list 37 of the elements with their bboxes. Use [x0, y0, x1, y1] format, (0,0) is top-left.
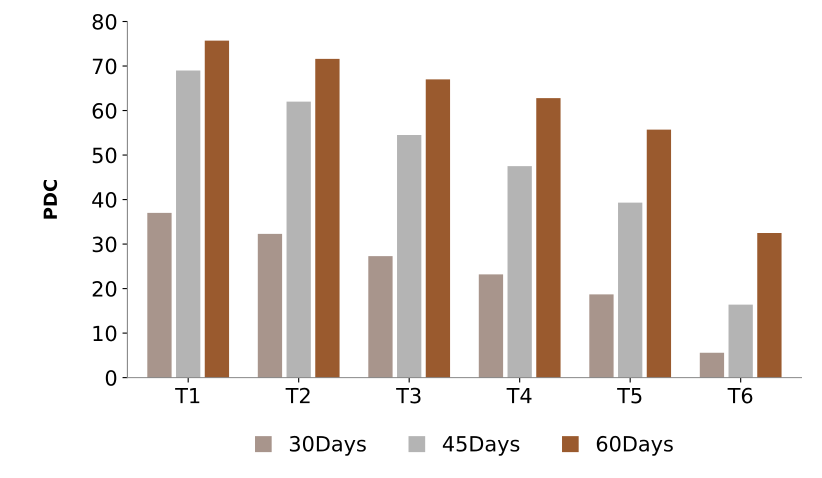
bar — [315, 58, 340, 378]
bar — [536, 98, 561, 378]
bar — [204, 40, 230, 378]
x-tick-label: T6 — [728, 388, 752, 404]
bar — [618, 202, 642, 378]
y-tick-label: 70 — [92, 58, 116, 74]
bar — [368, 256, 393, 378]
bar — [147, 212, 172, 378]
bar — [757, 232, 782, 378]
legend-label: 45Days — [442, 436, 520, 456]
x-tick-label: T3 — [396, 388, 420, 404]
bar — [589, 294, 614, 378]
y-tick-label: 60 — [92, 102, 116, 119]
bar — [728, 304, 753, 378]
x-tick-label: T5 — [617, 388, 642, 404]
y-tick-label: 20 — [92, 281, 116, 297]
legend-label: 60Days — [596, 436, 673, 456]
y-tick-label: 50 — [92, 148, 116, 164]
x-tick-label: T4 — [506, 388, 532, 404]
y-axis-title: PDC — [43, 180, 58, 219]
y-tick-label: 30 — [92, 236, 116, 252]
y-tick-label: 10 — [93, 326, 116, 342]
bar — [508, 166, 532, 378]
bar — [176, 70, 200, 378]
bar — [478, 274, 504, 378]
legend-label: 30Days — [290, 436, 366, 456]
bar — [397, 135, 422, 378]
y-tick-label: 80 — [92, 14, 116, 30]
bar — [700, 352, 724, 378]
bar — [646, 130, 672, 378]
bar — [286, 102, 311, 378]
y-tick-label: 0 — [106, 370, 116, 386]
bar — [426, 79, 450, 378]
x-tick-label: T2 — [286, 388, 310, 404]
x-tick-label: T1 — [175, 388, 200, 404]
y-tick-label: 40 — [92, 192, 116, 208]
bar — [258, 234, 282, 378]
